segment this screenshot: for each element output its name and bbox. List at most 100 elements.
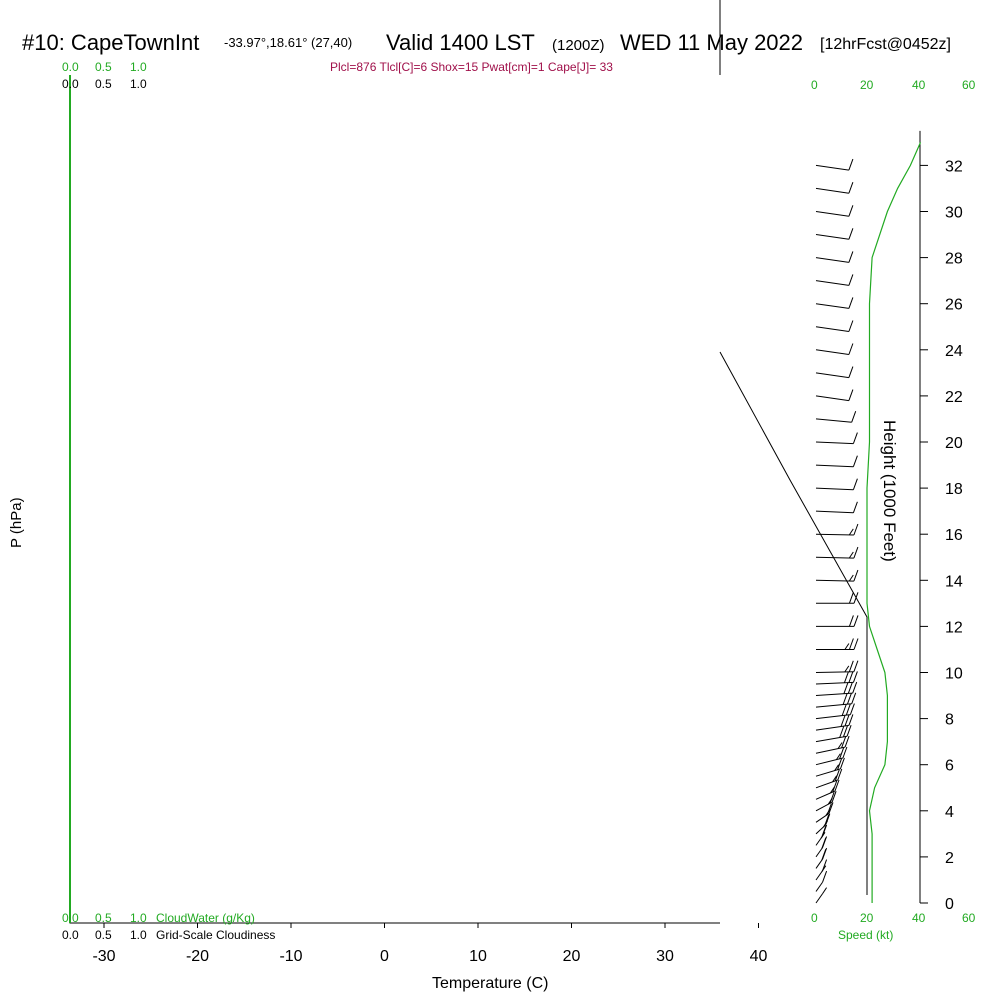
speed-scale-top-20: 20 — [860, 78, 874, 92]
wind-barb-flag — [848, 274, 854, 286]
wind-barb-flag — [844, 665, 850, 673]
wind-barb-flag — [848, 638, 854, 650]
wind-barb-flag — [846, 693, 852, 705]
wind-barb-flag — [835, 753, 841, 760]
wind-barb-shaft — [815, 510, 854, 514]
cloud-scale-bottom-g0: 0.0 — [62, 911, 79, 925]
wind-barb-flag — [852, 681, 858, 694]
wind-barb-flag — [845, 703, 851, 716]
wind-barb — [815, 182, 854, 194]
wind-barb-shaft — [815, 790, 836, 800]
wind-barb — [815, 478, 858, 491]
x-tick-label: 10 — [469, 948, 487, 965]
wind-barb-shaft — [815, 280, 849, 286]
wind-barb-shaft — [815, 724, 849, 731]
x-tick-label: 0 — [380, 948, 389, 965]
wind-barb-flag — [834, 764, 840, 771]
wind-barb-flag — [831, 791, 837, 803]
wind-barb — [815, 746, 848, 766]
x-tick-label: -10 — [279, 948, 302, 965]
wind-barb-flag — [853, 638, 859, 650]
wind-barb-flag — [848, 551, 854, 559]
speed-scale-bottom-40: 40 — [912, 911, 926, 925]
wind-barb-flag — [852, 455, 858, 467]
wind-barb-shaft — [815, 372, 849, 379]
wind-barb — [815, 859, 828, 881]
cloud-scale-top-b1: 0.5 — [95, 77, 112, 91]
wind-barb-flag — [840, 715, 846, 727]
wind-barb — [816, 638, 859, 650]
wind-barb — [815, 660, 859, 673]
wind-barb — [815, 389, 854, 402]
wind-speed-profile — [866, 142, 922, 903]
wind-barb — [815, 735, 850, 754]
wind-barb — [815, 158, 854, 171]
wind-barb-shaft — [815, 418, 852, 423]
wind-barb — [815, 343, 854, 355]
height-tick-label: 4 — [945, 804, 954, 821]
wind-barb — [815, 870, 828, 892]
height-tick-label: 8 — [945, 712, 954, 729]
wind-barb-flag — [837, 758, 842, 770]
wind-barb-shaft — [815, 349, 849, 355]
wind-barb — [815, 501, 858, 514]
wind-barb — [815, 411, 857, 423]
station-coords: -33.97°,18.61° (27,40) — [224, 35, 352, 50]
wind-barb-shaft — [815, 881, 824, 892]
wind-barb-flag — [853, 523, 859, 536]
height-tick-label: 0 — [945, 896, 954, 913]
wind-barb-shaft — [815, 779, 838, 789]
wind-barb-flag — [851, 692, 857, 704]
wind-barb-flag — [839, 726, 845, 738]
wind-barb — [815, 802, 834, 823]
wind-barb — [815, 671, 858, 685]
height-tick-label: 2 — [945, 850, 954, 867]
wind-barb-flag — [821, 849, 827, 861]
wind-barb — [815, 320, 854, 332]
wind-barb-flag — [839, 747, 845, 759]
height-tick-label: 26 — [945, 297, 963, 314]
cloud-scale-top-g2: 1.0 — [130, 60, 147, 74]
wind-barb-flag — [842, 693, 848, 705]
wind-barb — [815, 274, 854, 286]
wind-barb-flag — [822, 887, 828, 894]
wind-barb-shaft — [815, 714, 851, 720]
chart-extras: 100-10-20-30-30-20-100102030402503004005… — [69, 0, 963, 965]
wind-barb-flag — [848, 671, 854, 683]
wind-barb — [815, 546, 859, 559]
wind-barb-flag — [821, 865, 827, 872]
wind-barb-flag — [853, 592, 859, 604]
cloud-scale-top-b0: 0.0 — [62, 77, 79, 91]
wind-barb-flag — [852, 501, 858, 513]
height-tick-label: 20 — [945, 435, 963, 452]
wind-barb-flag — [853, 546, 859, 559]
wind-barb-flag — [829, 792, 835, 804]
speed-axis-label: Speed (kt) — [838, 928, 893, 942]
x-tick-label: -30 — [92, 948, 115, 965]
wind-barb-shaft — [815, 735, 848, 743]
wind-barb-shaft — [815, 692, 853, 696]
wind-barb-shaft — [815, 757, 844, 766]
wind-barb — [815, 366, 854, 379]
wind-barb — [815, 681, 858, 696]
wind-barb-flag — [848, 660, 854, 672]
height-tick-label: 10 — [945, 666, 963, 683]
wind-barb-flag — [834, 769, 840, 782]
wind-barb-shaft — [815, 211, 849, 217]
wind-barb — [815, 791, 837, 812]
height-tick-label: 32 — [945, 158, 963, 175]
wind-barb — [815, 569, 859, 582]
wind-barb-shaft — [815, 234, 849, 240]
wind-barb — [815, 847, 828, 869]
height-tick-label: 22 — [945, 389, 963, 406]
cloud-scale-bottom-b1: 0.5 — [95, 928, 112, 942]
wind-barb-shaft — [815, 187, 849, 194]
wind-barb-shaft — [815, 801, 833, 812]
cloud-scale-top-b2: 1.0 — [130, 77, 147, 91]
height-tick-label: 28 — [945, 251, 963, 268]
wind-barb-flag — [827, 798, 833, 805]
wind-barb — [815, 714, 854, 731]
wind-barb-flag — [832, 780, 838, 793]
wind-barb-flag — [848, 592, 854, 604]
